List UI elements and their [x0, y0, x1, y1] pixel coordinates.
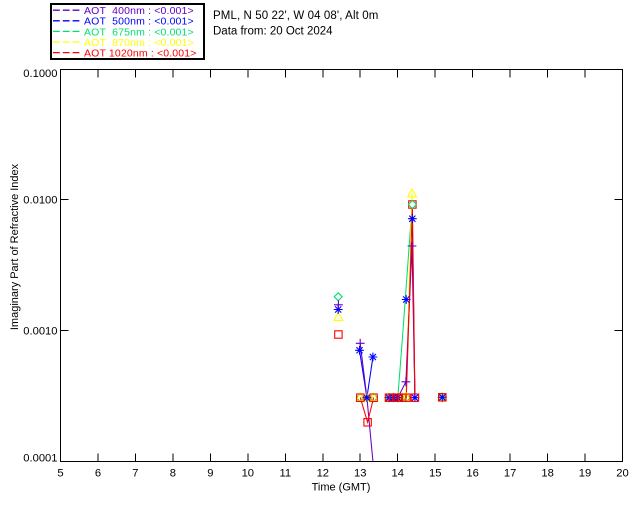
- svg-text:Time (GMT): Time (GMT): [312, 482, 371, 494]
- svg-text:12: 12: [317, 468, 329, 480]
- svg-text:0.0100: 0.0100: [23, 195, 57, 207]
- svg-text:AOT 870nm : <0.001>: AOT 870nm : <0.001>: [84, 37, 194, 49]
- svg-text:0.0010: 0.0010: [23, 325, 57, 337]
- svg-text:17: 17: [504, 468, 516, 480]
- svg-text:8: 8: [170, 468, 176, 480]
- svg-text:AOT 1020nm : <0.001>: AOT 1020nm : <0.001>: [84, 48, 197, 60]
- svg-text:6: 6: [95, 468, 101, 480]
- svg-text:13: 13: [354, 468, 366, 480]
- svg-text:5: 5: [57, 468, 63, 480]
- svg-text:0.1000: 0.1000: [23, 68, 57, 80]
- svg-text:Imaginary Part of Refractive I: Imaginary Part of Refractive Index: [9, 163, 21, 330]
- svg-text:11: 11: [279, 468, 291, 480]
- svg-text:Data from: 20 Oct 2024: Data from: 20 Oct 2024: [213, 25, 333, 37]
- svg-text:7: 7: [132, 468, 138, 480]
- svg-text:10: 10: [242, 468, 254, 480]
- svg-text:AOT 400nm : <0.001>: AOT 400nm : <0.001>: [84, 5, 194, 17]
- svg-text:20: 20: [616, 468, 628, 480]
- svg-text:18: 18: [541, 468, 553, 480]
- svg-text:9: 9: [207, 468, 213, 480]
- svg-text:14: 14: [391, 468, 403, 480]
- svg-text:AOT 500nm : <0.001>: AOT 500nm : <0.001>: [84, 16, 194, 28]
- svg-text:PML, N 50 22', W 04 08', Alt 0: PML, N 50 22', W 04 08', Alt 0m: [213, 10, 378, 22]
- svg-text:0.0001: 0.0001: [23, 453, 57, 465]
- svg-text:15: 15: [429, 468, 441, 480]
- svg-text:AOT 675nm : <0.001>: AOT 675nm : <0.001>: [84, 26, 194, 38]
- svg-text:19: 19: [579, 468, 591, 480]
- svg-text:16: 16: [466, 468, 478, 480]
